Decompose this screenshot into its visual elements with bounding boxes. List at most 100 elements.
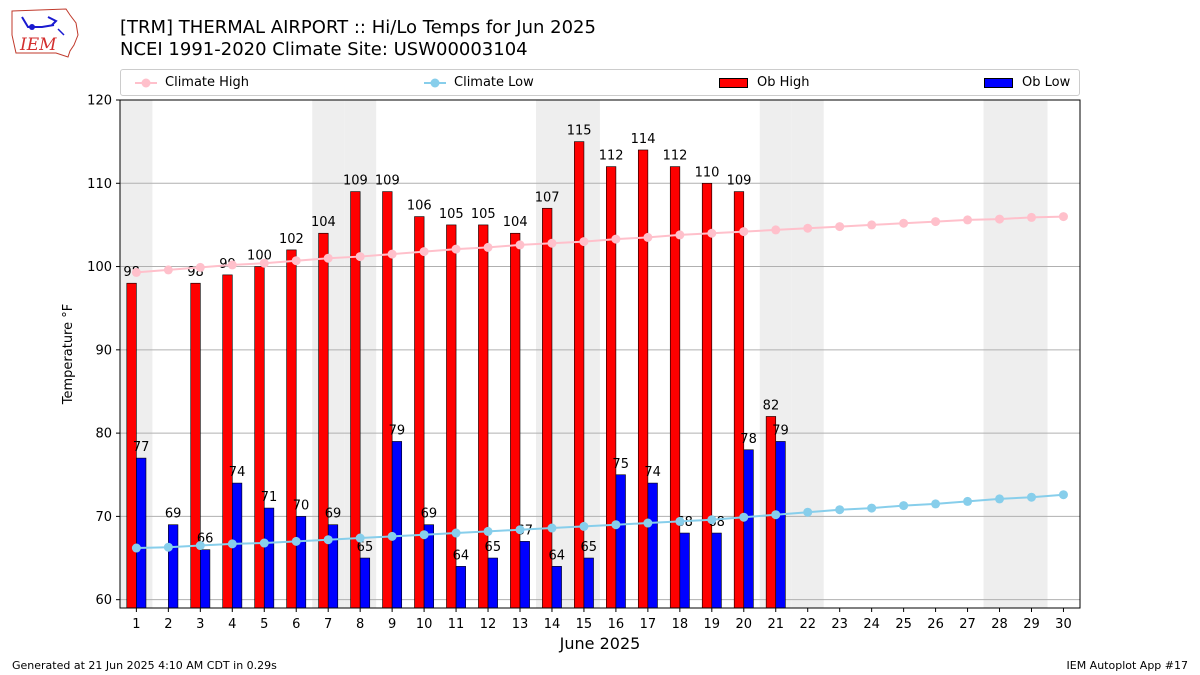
y-tick-label: 60 — [95, 593, 112, 608]
ob-low-value-label: 71 — [261, 490, 278, 505]
climate-high-point — [323, 253, 333, 263]
climate-low-point — [675, 516, 685, 526]
climate-high-line — [136, 215, 1064, 274]
ob-low-value-label: 69 — [421, 507, 438, 522]
climate-low-point — [1058, 490, 1068, 500]
ob-low-bar — [136, 457, 147, 609]
climate-low-point — [899, 501, 909, 511]
climate-low-point — [803, 507, 813, 517]
ob-high-value-label: 105 — [439, 207, 464, 222]
climate-low-point — [259, 538, 269, 548]
climate-high-point — [515, 240, 525, 250]
climate-low-point — [451, 528, 461, 538]
iem-logo: IEM — [8, 5, 82, 59]
climate-low-point — [771, 510, 781, 520]
climate-low-line — [136, 493, 1064, 550]
ob-low-value-label: 64 — [548, 548, 565, 563]
ob-low-bar — [200, 549, 211, 609]
ob-low-bar — [583, 557, 594, 609]
x-tick-label: 6 — [292, 617, 300, 632]
ob-low-bar — [775, 441, 786, 609]
ob-high-bar — [222, 274, 233, 609]
ob-high-value-label: 112 — [599, 149, 624, 164]
x-tick-label: 27 — [959, 617, 976, 632]
y-tick-label: 100 — [87, 260, 112, 275]
x-tick-label: 18 — [672, 617, 689, 632]
x-tick-label: 10 — [416, 617, 433, 632]
x-tick-label: 19 — [704, 617, 721, 632]
climate-high-point — [931, 217, 941, 227]
legend-item-climate-high: Climate High — [135, 70, 249, 95]
y-axis-label: Temperature °F — [61, 304, 76, 405]
climate-low-point — [611, 520, 621, 530]
climate-high-point — [707, 228, 717, 238]
climate-high-point — [739, 227, 749, 237]
ob-high-value-label: 110 — [695, 165, 720, 180]
climate-low-point — [515, 525, 525, 535]
x-tick-label: 14 — [544, 617, 561, 632]
ob-high-bar — [414, 216, 425, 609]
ob-high-value-label: 82 — [763, 398, 780, 413]
x-tick-label: 25 — [895, 617, 912, 632]
legend-label: Climate Low — [454, 75, 534, 90]
x-tick-label: 7 — [324, 617, 332, 632]
climate-low-point — [547, 523, 557, 533]
y-tick-label: 110 — [87, 177, 112, 192]
climate-high-point — [355, 252, 365, 262]
x-tick-label: 30 — [1055, 617, 1072, 632]
climate-high-point — [419, 247, 429, 257]
climate-low-point — [931, 499, 941, 509]
ob-high-bar — [318, 232, 329, 609]
logo-text: IEM — [19, 35, 57, 55]
ob-low-value-label: 65 — [485, 540, 502, 555]
ob-low-bar — [391, 441, 403, 609]
y-tick-label: 80 — [95, 427, 112, 442]
x-tick-label: 13 — [512, 617, 529, 632]
ob-low-bar — [519, 541, 530, 609]
ob-low-value-label: 70 — [293, 498, 310, 513]
weekend-shade — [791, 100, 824, 608]
ob-low-value-label: 65 — [357, 540, 374, 555]
climate-low-point — [1026, 492, 1036, 502]
ob-low-value-label: 77 — [133, 440, 150, 455]
ob-high-bar — [606, 166, 617, 609]
ob-low-value-label: 79 — [389, 423, 406, 438]
y-tick-label: 70 — [95, 510, 112, 525]
x-tick-label: 22 — [799, 617, 816, 632]
climate-high-point — [963, 215, 973, 225]
footer-generated: Generated at 21 Jun 2025 4:10 AM CDT in … — [12, 659, 277, 672]
legend-label: Ob Low — [1022, 75, 1071, 90]
ob-high-bar — [574, 141, 585, 609]
ob-low-bar — [711, 532, 722, 609]
ob-low-bar — [679, 532, 690, 609]
weekend-shade — [983, 100, 1016, 608]
ob-low-bar — [615, 474, 626, 609]
chart-subtitle: NCEI 1991-2020 Climate Site: USW00003104 — [120, 39, 528, 60]
x-tick-label: 15 — [576, 617, 593, 632]
climate-low-point — [323, 535, 333, 545]
ob-low-value-label: 79 — [772, 423, 789, 438]
ob-high-value-label: 105 — [471, 207, 496, 222]
climate-high-point — [611, 234, 621, 244]
climate-high-point — [579, 237, 589, 247]
climate-high-point — [195, 262, 205, 272]
chart-title: [TRM] THERMAL AIRPORT :: Hi/Lo Temps for… — [120, 17, 596, 38]
climate-low-point — [867, 503, 877, 513]
ob-low-bar — [295, 516, 307, 609]
ob-high-value-label: 104 — [311, 215, 336, 230]
footer-app: IEM Autoplot App #17 — [1066, 659, 1189, 672]
x-tick-label: 12 — [480, 617, 497, 632]
x-tick-label: 28 — [991, 617, 1008, 632]
legend-item-climate-low: Climate Low — [424, 70, 534, 95]
y-tick-label: 90 — [95, 343, 112, 358]
x-tick-label: 24 — [863, 617, 880, 632]
climate-high-point — [1058, 212, 1068, 222]
climate-high-point — [131, 267, 141, 277]
climate-high-point — [227, 260, 237, 270]
x-tick-label: 11 — [448, 617, 465, 632]
ob-high-value-label: 109 — [343, 174, 368, 189]
x-tick-label: 8 — [356, 617, 364, 632]
x-tick-label: 29 — [1023, 617, 1040, 632]
ob-low-value-label: 75 — [612, 457, 629, 472]
